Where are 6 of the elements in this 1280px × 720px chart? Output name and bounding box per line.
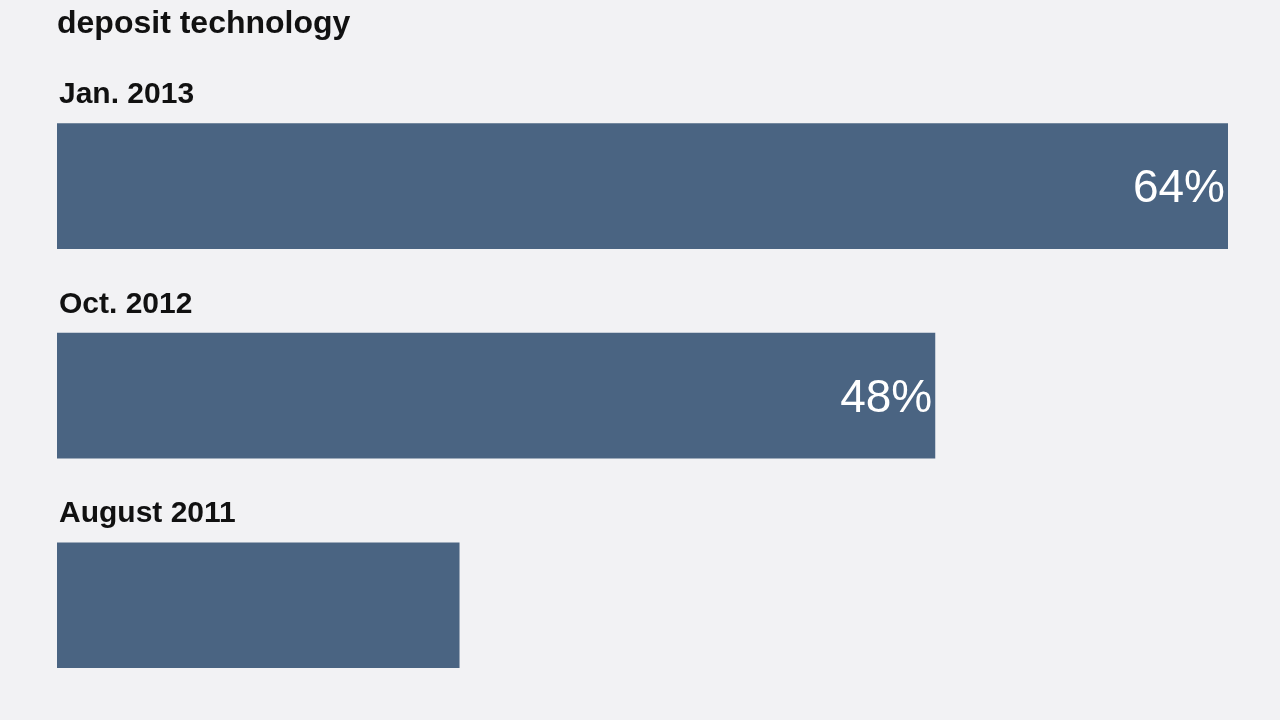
data-label: 48% (840, 369, 933, 422)
y-tick-label: August 2011 (59, 495, 236, 528)
y-tick-label: Oct. 2012 (59, 286, 193, 319)
text: deposit technology (57, 4, 351, 41)
y-tick-label: Jan. 2013 (59, 76, 195, 109)
data-label: 64% (1132, 160, 1225, 213)
